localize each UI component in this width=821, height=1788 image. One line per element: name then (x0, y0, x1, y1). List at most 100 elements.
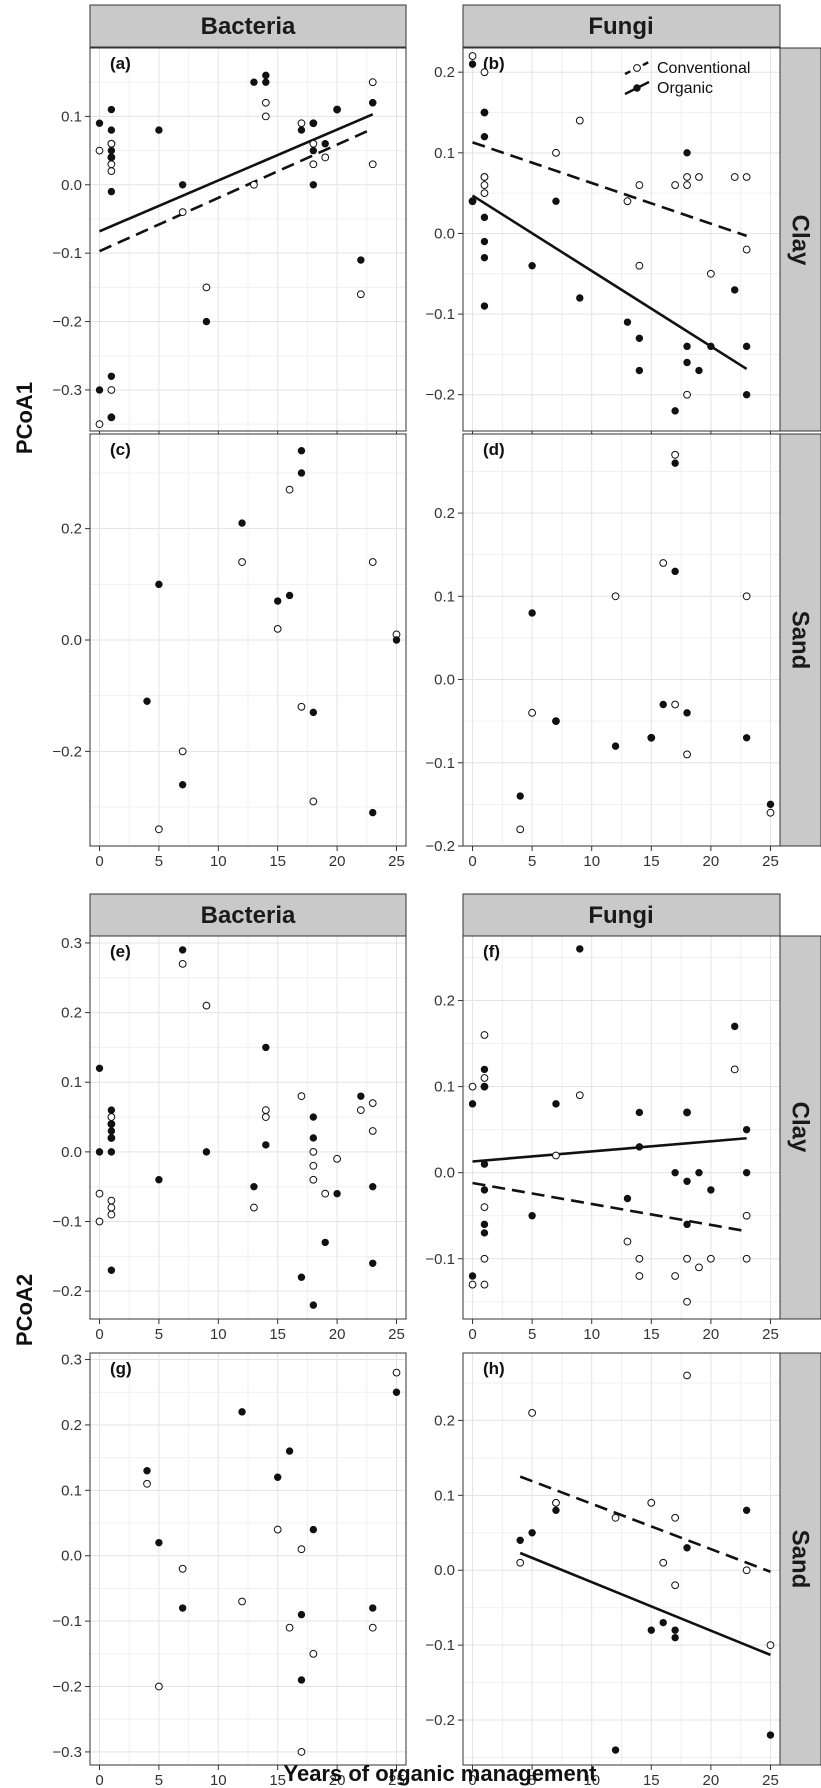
point-conventional (261, 98, 270, 107)
y-tick-label: 0.2 (434, 505, 455, 522)
point-organic (671, 1168, 679, 1177)
x-tick-label: 10 (210, 853, 227, 870)
point-organic (742, 1168, 751, 1177)
point-conventional (178, 1564, 187, 1573)
point-conventional (480, 1280, 489, 1289)
point-organic (480, 1229, 489, 1237)
point-organic (250, 1182, 258, 1191)
panel-label: (g) (110, 1359, 132, 1378)
point-organic (155, 580, 163, 589)
point-conventional (143, 1479, 151, 1488)
point-organic (576, 945, 584, 953)
point-organic (528, 1212, 536, 1220)
point-conventional (742, 1211, 751, 1220)
point-conventional (107, 139, 116, 148)
panel-border (462, 935, 781, 1320)
point-organic (480, 1082, 489, 1091)
strip-label-sand-bottom: Sand (787, 1530, 814, 1589)
x-tick-label: 15 (643, 853, 660, 870)
y-tick-label: 0.2 (434, 993, 455, 1010)
point-conventional (107, 1113, 116, 1121)
point-conventional (297, 1748, 306, 1756)
y-tick-label: 0.0 (434, 672, 455, 689)
point-organic (369, 99, 377, 107)
point-conventional (742, 1566, 751, 1575)
point-organic (143, 697, 151, 705)
point-conventional (95, 420, 104, 429)
point-conventional (107, 167, 116, 176)
point-organic (683, 1177, 691, 1185)
x-tick-label: 5 (528, 1326, 536, 1343)
point-organic (695, 1168, 703, 1177)
point-organic (262, 71, 270, 80)
y-tick-label: 0.1 (434, 145, 455, 162)
point-conventional (297, 119, 306, 128)
point-organic (333, 105, 341, 114)
y-tick-label: −0.2 (425, 1712, 455, 1729)
point-organic (552, 1100, 560, 1108)
y-tick-label: 0.0 (61, 632, 82, 649)
x-tick-label: 10 (210, 1772, 227, 1788)
panel-border (462, 433, 781, 847)
point-organic (107, 413, 116, 422)
legend-label-organic: Organic (657, 80, 713, 97)
point-conventional (368, 160, 377, 169)
point-conventional (516, 825, 525, 834)
point-organic (766, 1731, 775, 1739)
point-conventional (659, 1558, 668, 1567)
x-tick-label: 5 (528, 1772, 536, 1788)
strip-bacteria-bottom (89, 893, 407, 937)
point-conventional (468, 52, 477, 60)
point-conventional (706, 269, 715, 278)
point-conventional (368, 78, 377, 87)
point-organic (552, 197, 560, 205)
point-conventional (250, 1203, 258, 1212)
panel-label: (e) (110, 942, 131, 961)
point-organic (516, 1536, 524, 1544)
point-conventional (107, 160, 116, 169)
point-organic (468, 1100, 477, 1108)
point-conventional (695, 173, 703, 181)
point-organic (647, 1626, 655, 1634)
point-organic (731, 1022, 739, 1031)
legend-point-organic (633, 84, 641, 92)
y-tick-label: 0.2 (61, 1005, 82, 1022)
point-conventional (95, 146, 104, 155)
point-conventional (309, 139, 318, 148)
point-conventional (107, 1203, 116, 1212)
x-tick-label: 25 (388, 1772, 405, 1788)
point-conventional (238, 1597, 246, 1606)
point-conventional (671, 1272, 680, 1280)
point-organic (742, 342, 751, 351)
point-conventional (368, 558, 377, 566)
point-conventional (659, 559, 668, 567)
strip-label-bacteria-bottom: Bacteria (201, 902, 296, 929)
panel-label: (b) (483, 54, 505, 73)
point-organic (297, 1676, 306, 1684)
point-conventional (635, 261, 644, 270)
point-organic (480, 1186, 489, 1194)
point-conventional (695, 1263, 703, 1272)
point-conventional (671, 700, 680, 709)
point-organic (707, 1186, 715, 1194)
point-organic (766, 800, 775, 809)
panels: 0 5 10 15 20 25 −0.3 −0.2 −0.1 0.0 0.1 (a) 0 5 10 15 20 2… (52, 47, 781, 1788)
point-conventional (155, 825, 163, 834)
panel-label: (c) (110, 440, 131, 459)
point-organic (273, 1473, 282, 1481)
point-conventional (333, 1154, 341, 1163)
point-organic (285, 1447, 294, 1455)
panel-c: 0 5 10 15 20 25 −0.2 0.0 0.2 (c) (52, 433, 407, 870)
point-conventional (635, 1254, 644, 1263)
point-organic (635, 1143, 644, 1151)
point-organic (707, 342, 715, 351)
point-organic (528, 609, 536, 617)
point-conventional (356, 290, 365, 299)
point-conventional (155, 1682, 163, 1691)
point-organic (357, 256, 365, 264)
facet-strips: Bacteria Fungi Bacteria Fungi Clay Sand … (89, 4, 821, 1766)
y-tick-label: 0.2 (61, 521, 82, 538)
point-conventional (683, 390, 691, 399)
y-tick-label: −0.1 (425, 1637, 455, 1654)
